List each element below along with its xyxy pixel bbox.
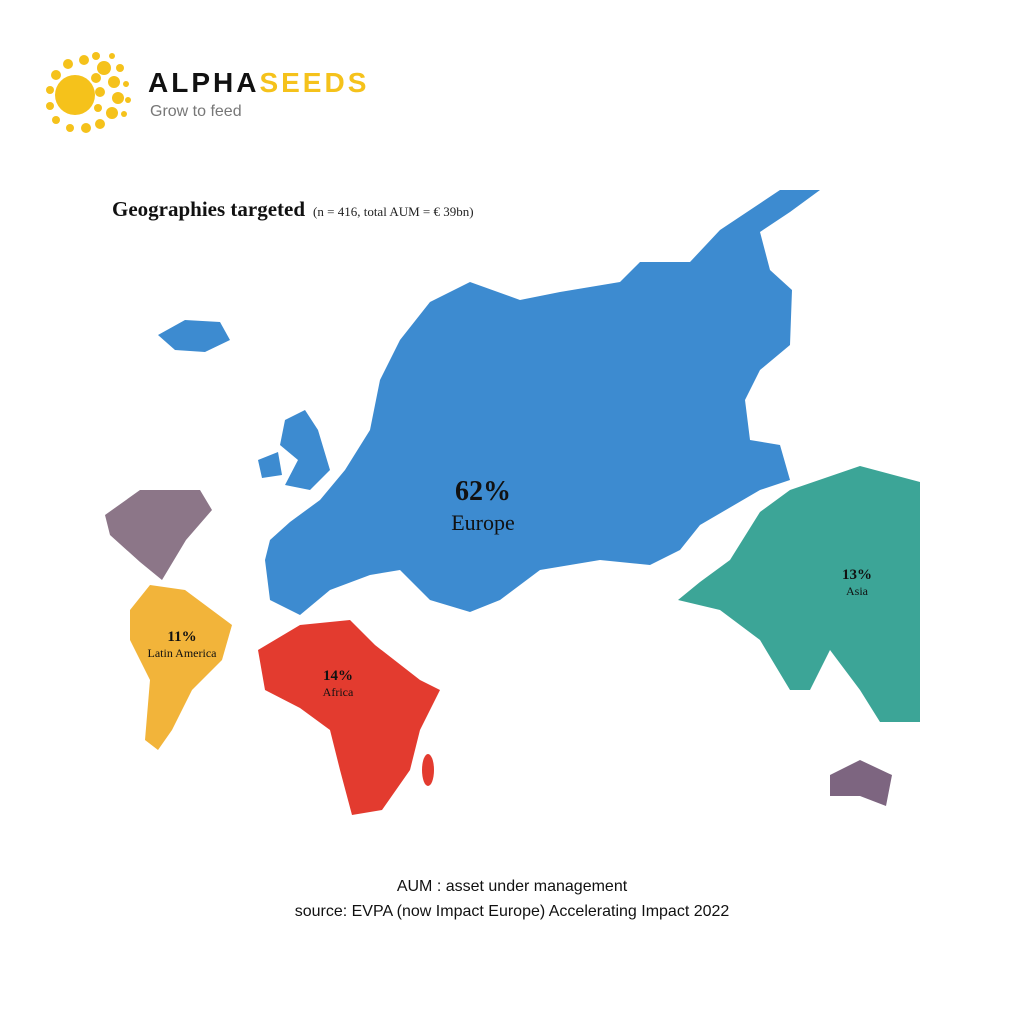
europe-shape: [265, 190, 820, 615]
logo-seeds: SEEDS: [259, 67, 369, 98]
map: [105, 190, 920, 815]
north-america-shape: [105, 490, 212, 580]
africa-shape: [258, 620, 440, 815]
region-name: Europe: [451, 510, 515, 535]
logo-tagline: Grow to feed: [150, 103, 242, 120]
region-name: Latin America: [148, 646, 218, 660]
footnote: AUM : asset under management: [397, 878, 628, 895]
region-share: 11%: [167, 629, 196, 645]
source-note: source: EVPA (now Impact Europe) Acceler…: [295, 903, 730, 920]
logo-mark: [46, 52, 131, 133]
region-share: 62%: [455, 476, 511, 507]
region-labels: 62% Europe 13% Asia 14% Africa 11% Latin…: [148, 476, 872, 699]
region-name: Africa: [323, 685, 354, 699]
logo-alpha: ALPHA: [148, 67, 259, 98]
map-title: Geographies targeted: [112, 197, 305, 221]
asia-shape: [678, 466, 920, 722]
region-share: 13%: [842, 567, 872, 583]
region-name: Asia: [846, 584, 869, 598]
map-heading: Geographies targeted (n = 416, total AUM …: [112, 197, 474, 221]
madagascar-shape: [422, 754, 434, 786]
australia-shape: [830, 760, 892, 806]
region-share: 14%: [323, 668, 353, 684]
britain-shape: [258, 410, 330, 490]
south-america-shape: [130, 585, 232, 750]
logo-text: ALPHASEEDS: [148, 67, 369, 98]
map-subtitle: (n = 416, total AUM = € 39bn): [313, 204, 474, 219]
iceland-shape: [158, 320, 230, 352]
